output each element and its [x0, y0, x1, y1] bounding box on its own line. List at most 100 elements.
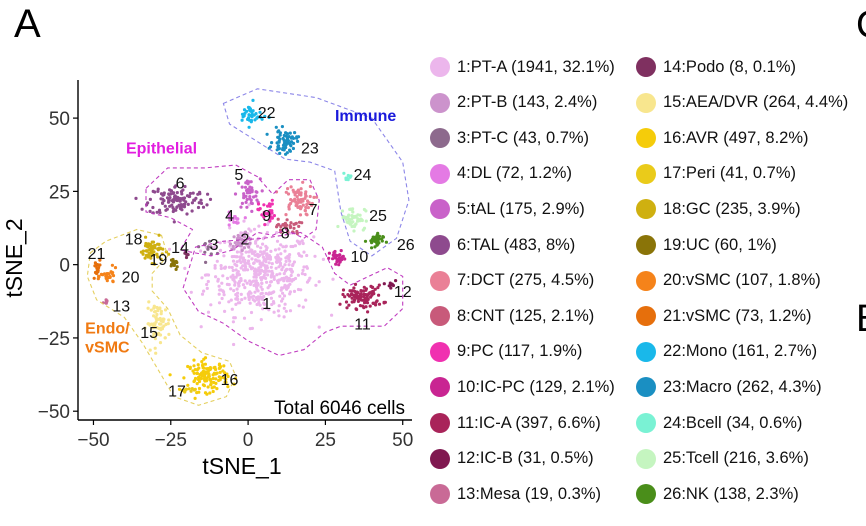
cell-point	[253, 271, 257, 275]
legend-color-dot	[636, 306, 656, 327]
cell-point	[258, 110, 262, 114]
cluster-12-points	[382, 279, 398, 290]
cell-point	[361, 228, 365, 232]
cell-point	[285, 138, 290, 142]
cell-point	[155, 312, 159, 317]
legend-item-6: 6:TAL (483, 8%)	[430, 234, 575, 256]
x-tick-label: −25	[155, 430, 187, 451]
cell-point	[281, 245, 285, 249]
cell-point	[382, 301, 386, 305]
cell-point	[209, 382, 213, 387]
cell-point	[147, 251, 151, 255]
cell-point	[267, 254, 272, 258]
legend-item-14: 14:Podo (8, 0.1%)	[636, 56, 796, 78]
cell-point	[259, 261, 263, 265]
cell-point	[243, 258, 247, 262]
cell-point	[201, 364, 205, 368]
cell-point	[205, 282, 209, 287]
cluster-label-12: 12	[394, 284, 412, 301]
legend-label: 18:GC (235, 3.9%)	[663, 199, 801, 218]
cell-point	[282, 306, 286, 310]
cell-point	[213, 245, 217, 249]
cell-point	[285, 279, 289, 283]
cell-point	[272, 214, 276, 218]
cell-point	[165, 196, 170, 200]
panel-label: A	[14, 2, 41, 46]
legend-color-dot	[430, 235, 450, 255]
cell-point	[184, 255, 189, 260]
cell-point	[248, 290, 252, 294]
cell-point	[213, 264, 217, 268]
legend-color-dot	[636, 199, 656, 220]
cell-point	[351, 215, 355, 219]
cell-point	[281, 297, 285, 301]
cell-point	[288, 290, 292, 294]
cell-point	[360, 218, 364, 222]
cell-point	[243, 261, 247, 265]
cell-point	[262, 215, 266, 219]
cell-point	[275, 239, 280, 243]
cell-point	[288, 131, 292, 135]
group-outlines	[86, 88, 410, 406]
legend-label: 13:Mesa (19, 0.3%)	[457, 484, 601, 503]
cell-point	[223, 309, 227, 313]
cell-point	[107, 272, 111, 276]
cell-point	[225, 276, 230, 280]
cell-point	[232, 382, 236, 386]
cell-point	[301, 305, 305, 309]
cluster-23-points	[265, 125, 301, 156]
cell-point	[338, 253, 342, 257]
cell-point	[256, 207, 260, 211]
cell-point	[164, 250, 168, 254]
cell-point	[247, 254, 251, 258]
group-label: Epithelial	[126, 140, 197, 157]
cell-point	[203, 273, 208, 277]
legend-item-13: 13:Mesa (19, 0.3%)	[430, 483, 601, 505]
cell-point	[373, 287, 377, 291]
cell-point	[269, 280, 273, 284]
cell-point	[248, 264, 252, 268]
legend-color-dot	[636, 57, 656, 77]
cell-point	[188, 365, 192, 369]
cell-point	[151, 335, 155, 339]
cell-point	[93, 270, 98, 275]
cell-point	[209, 245, 213, 249]
cell-point	[248, 327, 252, 331]
cell-point	[255, 190, 259, 194]
cell-point	[146, 322, 151, 326]
cell-point	[343, 257, 347, 261]
cell-point	[270, 262, 274, 266]
cell-point	[278, 151, 282, 155]
cell-point	[243, 268, 247, 272]
cell-point	[286, 285, 290, 289]
cell-point	[266, 273, 270, 277]
legend-item-3: 3:PT-C (43, 0.7%)	[430, 127, 589, 149]
cell-point	[344, 300, 349, 304]
cell-point	[247, 203, 251, 207]
cell-point	[190, 209, 194, 213]
cell-point	[208, 197, 213, 201]
cell-point	[232, 247, 236, 251]
cell-point	[163, 308, 168, 312]
cell-point	[260, 117, 264, 121]
cell-point	[321, 257, 325, 261]
cell-point	[239, 266, 243, 270]
cluster-1-points	[167, 203, 335, 347]
cell-point	[289, 273, 293, 278]
cell-point	[211, 389, 215, 394]
cell-point	[178, 199, 182, 203]
cell-point	[244, 181, 248, 185]
y-tick-label: 0	[59, 256, 70, 277]
cell-point	[198, 190, 202, 194]
cell-point	[225, 372, 229, 376]
legend-item-24: 24:Bcell (34, 0.6%)	[636, 412, 802, 434]
cell-point	[263, 223, 267, 227]
legend-item-25: 25:Tcell (216, 3.6%)	[636, 448, 809, 470]
legend-label: 19:UC (60, 1%)	[663, 235, 777, 254]
cell-point	[236, 301, 240, 305]
cell-point	[217, 378, 221, 383]
cell-point	[347, 303, 351, 307]
legend-color-dot	[636, 163, 656, 184]
cell-point	[349, 174, 353, 178]
cell-point	[362, 289, 366, 293]
